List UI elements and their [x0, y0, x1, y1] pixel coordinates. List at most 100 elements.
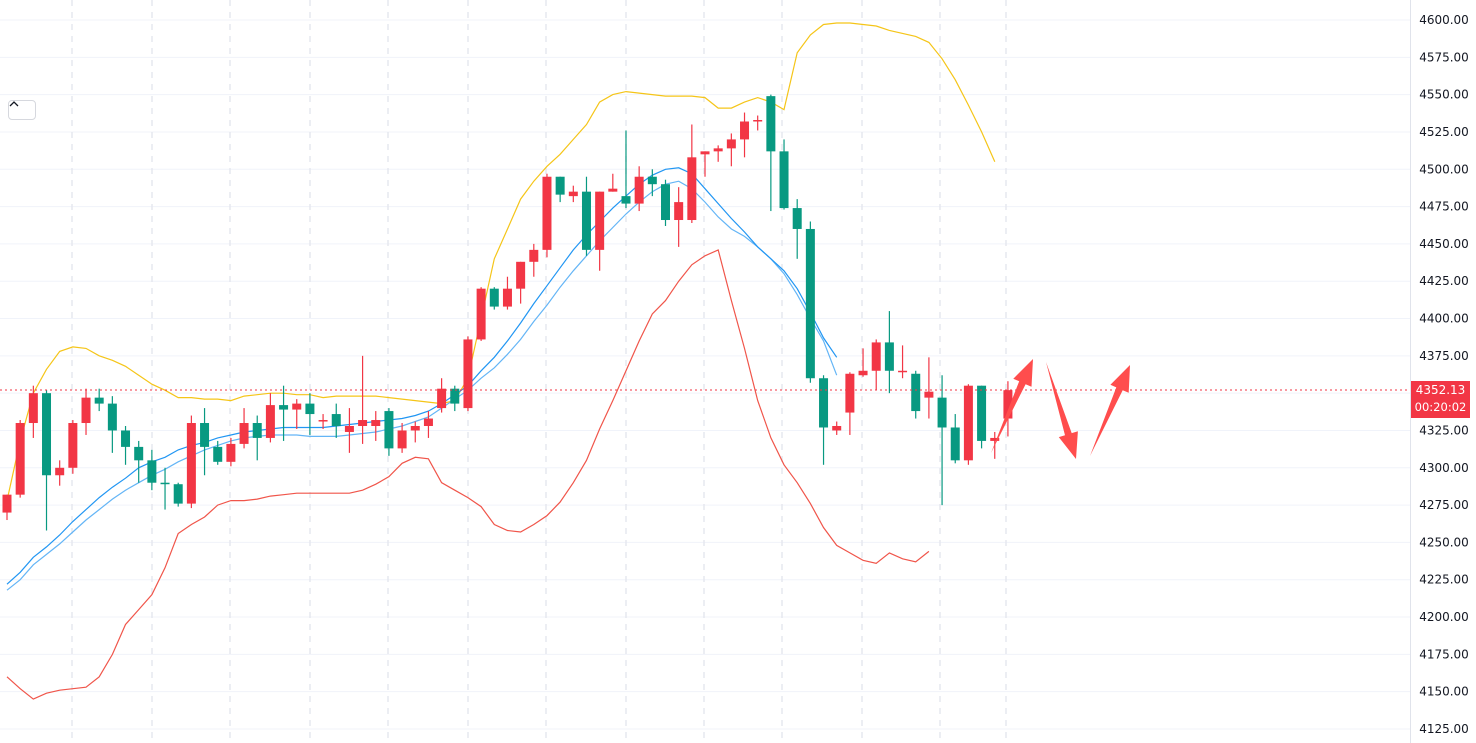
candle-body	[937, 397, 947, 428]
candle-body	[963, 385, 973, 461]
candle-body	[581, 191, 591, 250]
candle-body	[884, 342, 894, 371]
candle-body	[687, 157, 697, 221]
bollinger-upper-line	[6, 22, 996, 501]
price-axis-label: 4600.00	[1419, 13, 1469, 27]
candle-body	[898, 370, 908, 373]
candle-body	[292, 403, 302, 410]
moving-average-slow-line	[6, 180, 838, 591]
candle-body	[28, 393, 38, 424]
price-axis-label: 4250.00	[1419, 535, 1469, 549]
price-axis[interactable]	[1410, 0, 1476, 743]
price-axis-label: 4300.00	[1419, 461, 1469, 475]
candle-body	[740, 121, 750, 140]
candle-body	[661, 184, 670, 221]
price-axis-label: 4200.00	[1419, 610, 1469, 624]
candle-body	[568, 191, 578, 197]
candle-body	[555, 176, 565, 195]
candle-body	[437, 388, 447, 409]
candle-body	[15, 423, 25, 495]
candle-body	[832, 425, 842, 431]
price-axis-label: 4225.00	[1419, 573, 1469, 587]
candle-body	[410, 425, 420, 431]
down-arrow-icon	[1046, 362, 1078, 459]
candle-body	[94, 397, 104, 404]
price-axis-label: 4325.00	[1419, 423, 1469, 437]
candle-body	[819, 378, 829, 428]
candle-body	[160, 482, 170, 485]
candle-body	[107, 403, 117, 431]
candle-body	[634, 176, 644, 204]
candle-body	[397, 430, 407, 449]
candle-body	[2, 494, 12, 513]
candle-body	[265, 405, 275, 438]
candle-body	[252, 423, 262, 438]
candle-body	[950, 427, 960, 461]
candle-body	[476, 288, 486, 340]
candle-body	[331, 414, 341, 426]
candle-body	[924, 391, 934, 398]
candle-body	[647, 176, 657, 185]
candle-body	[121, 430, 131, 447]
candle-body	[344, 425, 354, 432]
candle-body	[516, 261, 526, 289]
candle-body	[858, 370, 868, 376]
price-axis-label: 4400.00	[1419, 312, 1469, 326]
price-axis-label: 4150.00	[1419, 685, 1469, 699]
candle-body	[608, 188, 618, 192]
candle-body	[674, 202, 684, 221]
candle-body	[489, 288, 499, 307]
candle-body	[779, 151, 789, 209]
last-price-tag: 4352.13 00:20:02	[1411, 381, 1470, 418]
price-axis-label: 4575.00	[1419, 50, 1469, 64]
price-axis-label: 4525.00	[1419, 125, 1469, 139]
candle-body	[753, 120, 763, 122]
up-arrow-2-icon	[1090, 365, 1130, 456]
bollinger-lower-line	[6, 249, 930, 700]
price-axis-label: 4275.00	[1419, 498, 1469, 512]
last-price-value: 4352.13	[1415, 383, 1466, 397]
candle-body	[1003, 390, 1013, 419]
candle-body	[318, 420, 328, 422]
up-arrow-1-icon	[991, 359, 1033, 453]
candle-body	[42, 393, 52, 476]
candle-body	[621, 196, 631, 204]
candle-body	[134, 446, 144, 461]
candle-body	[845, 373, 855, 413]
candle-body	[450, 388, 460, 404]
candle-body	[463, 339, 473, 409]
candle-body	[595, 191, 605, 250]
candle-body	[239, 423, 249, 444]
candle-body	[911, 373, 921, 412]
candle-body	[81, 397, 91, 424]
price-axis-label: 4375.00	[1419, 349, 1469, 363]
price-axis-label: 4475.00	[1419, 200, 1469, 214]
candle-body	[358, 420, 368, 426]
candle-body	[200, 423, 210, 447]
price-axis-label: 4175.00	[1419, 647, 1469, 661]
candle-body	[805, 228, 815, 379]
candle-body	[423, 418, 433, 426]
candle-body	[766, 96, 776, 152]
candle-body	[529, 249, 539, 262]
candle-body	[871, 342, 881, 371]
candle-body	[279, 405, 289, 410]
candle-body	[502, 288, 512, 307]
price-axis-label: 4450.00	[1419, 237, 1469, 251]
candle-body	[792, 208, 802, 229]
candle-body	[990, 437, 1000, 441]
candle-body	[542, 176, 552, 250]
price-axis-label: 4500.00	[1419, 162, 1469, 176]
candle-body	[384, 411, 394, 449]
collapse-button[interactable]	[8, 100, 36, 120]
candle-body	[371, 420, 381, 426]
bar-countdown: 00:20:02	[1414, 400, 1467, 414]
candle-body	[977, 385, 987, 441]
candle-body	[55, 467, 65, 476]
candle-body	[726, 139, 736, 149]
candle-body	[213, 446, 223, 462]
candle-body	[173, 484, 183, 504]
chevron-up-icon	[9, 101, 19, 107]
